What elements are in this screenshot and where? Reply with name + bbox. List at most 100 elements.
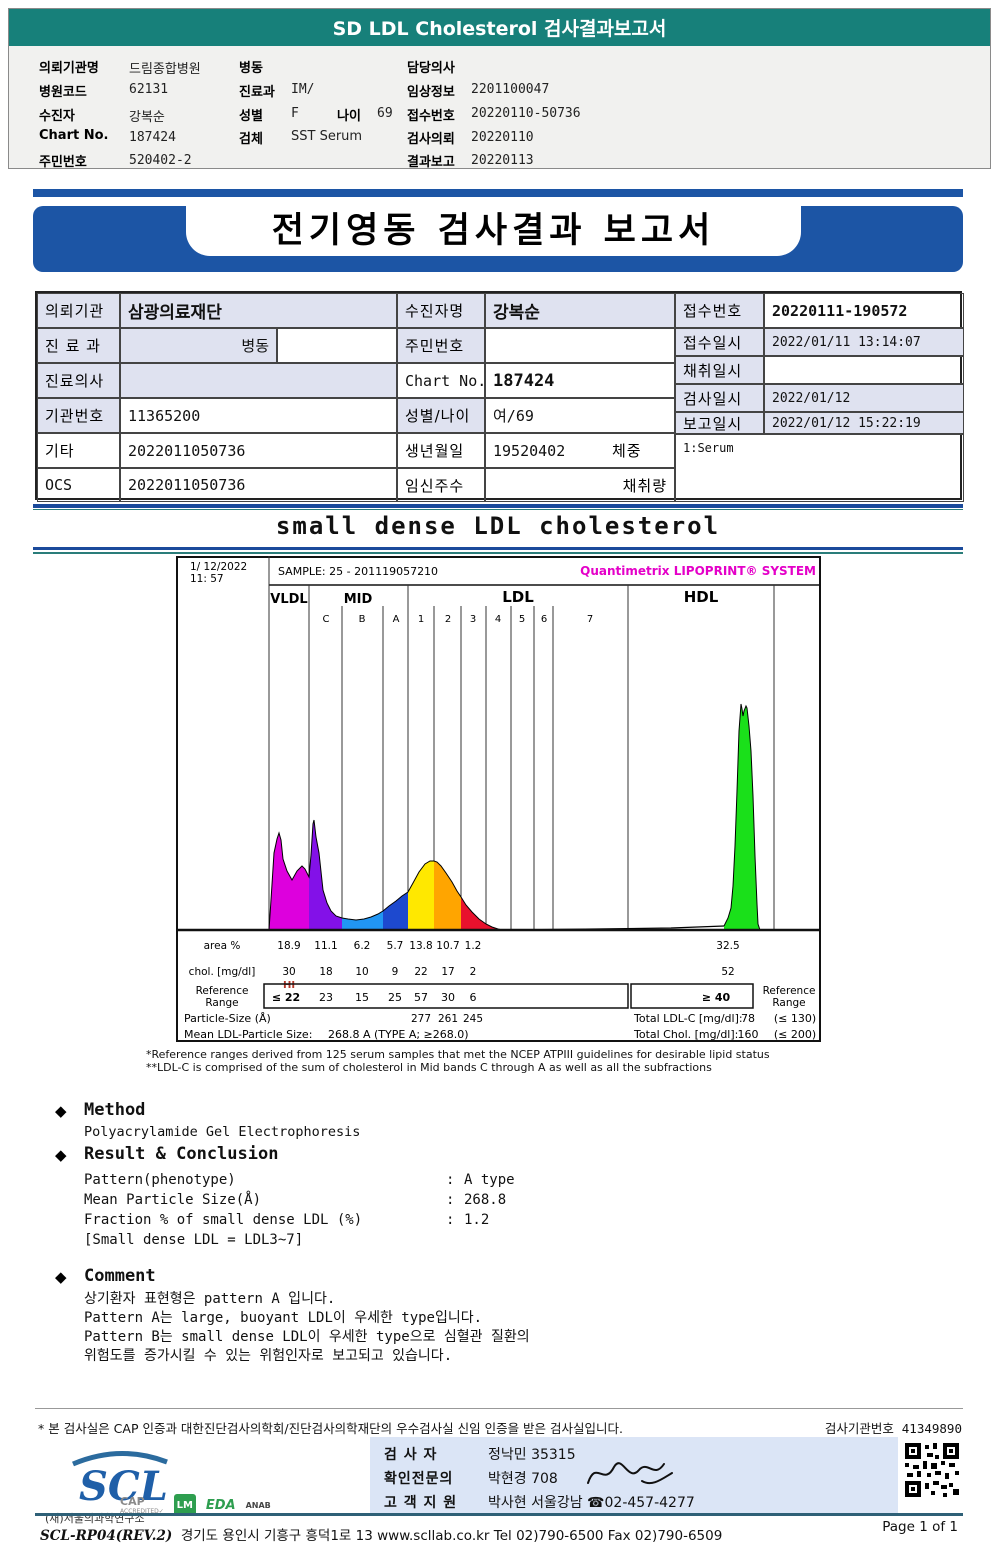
- order-label: 임신주수: [397, 468, 485, 502]
- chart-time: 11: 57: [190, 573, 224, 585]
- result-colon: :: [446, 1192, 455, 1208]
- qr-code: [903, 1441, 961, 1503]
- particle-value: 277: [411, 1013, 431, 1025]
- report-title: SD LDL Cholesterol 검사결과보고서: [332, 18, 667, 40]
- sign-value: 박현경 708: [488, 1471, 558, 1487]
- banner-top-bar: [33, 189, 963, 197]
- section-title: small dense LDL cholesterol: [275, 512, 721, 540]
- info-value: 20220110-50736: [471, 106, 581, 121]
- form-address-line: SCL-RP04(REV.2) 경기도 용인시 기흥구 흥덕1로 13 www.…: [40, 1524, 722, 1544]
- area-value: 18.9: [277, 940, 300, 952]
- order-label: 생년월일: [397, 433, 485, 468]
- cert-logos: CAP ACCREDITED✓ LM EDA ANAB: [120, 1494, 271, 1516]
- ref-label-left-1: Reference: [196, 985, 249, 997]
- ref-value: 57: [414, 991, 428, 1004]
- result-label: Mean Particle Size(Å): [84, 1192, 262, 1208]
- sign-label: 확인전문의: [384, 1471, 454, 1487]
- subband-label: 1: [418, 614, 424, 625]
- result-heading: Result & Conclusion: [84, 1144, 279, 1164]
- total-chol-ref: (≤ 200): [774, 1028, 816, 1041]
- section-rule-top: [33, 504, 963, 508]
- info-label: 성별: [239, 109, 263, 124]
- subband-label: 3: [470, 614, 476, 625]
- order-value: [120, 363, 397, 398]
- ref-value: 30: [441, 991, 455, 1004]
- info-value: 2201100047: [471, 82, 550, 97]
- info-label: 나이: [337, 109, 361, 124]
- info-value: 62131: [129, 82, 169, 97]
- chol-value: 2: [470, 966, 477, 978]
- area-value: 1.2: [465, 940, 482, 952]
- chart-date: 1/ 12/2022: [190, 561, 247, 573]
- peak-ldl3: [461, 897, 502, 930]
- chart-border: [176, 556, 821, 1042]
- band-group-label: HDL: [684, 588, 719, 606]
- row-label-mean: Mean LDL-Particle Size:: [184, 1028, 312, 1041]
- agency-number: 검사기관번호 41349890: [824, 1421, 962, 1436]
- chart-footnote-2: **LDL-C is comprised of the sum of chole…: [146, 1061, 712, 1074]
- result-value: 268.8: [464, 1192, 507, 1208]
- result-row: Mean Particle Size(Å) : 268.8: [84, 1192, 515, 1212]
- order-sublabel: 채취량: [485, 468, 675, 502]
- info-value: SST Serum: [291, 129, 363, 144]
- section-rule-bottom: [33, 547, 963, 550]
- bottom-rule: [35, 1513, 963, 1516]
- info-label: 검사의뢰: [407, 132, 455, 147]
- total-chol-label: Total Chol. [mg/dl]:: [633, 1028, 738, 1041]
- chol-flag-hi: HI: [283, 980, 295, 991]
- order-sublabel: 체중: [605, 433, 675, 468]
- order-value: 삼광의료재단: [120, 293, 397, 328]
- diamond-icon: ◆: [55, 1146, 67, 1164]
- chol-value: 52: [721, 966, 734, 978]
- subband-label: 2: [445, 614, 451, 625]
- signature-box: 검 사 자 정낙민 35315 확인전문의 박현경 708 고 객 지 원 박사…: [370, 1437, 898, 1514]
- total-ldl-label: Total LDL-C [mg/dl]:: [633, 1012, 743, 1025]
- result-colon: :: [446, 1172, 455, 1188]
- ref-value: ≤ 22: [272, 991, 300, 1004]
- order-value: 여/69: [485, 398, 675, 433]
- area-value: 5.7: [387, 940, 404, 952]
- particle-value: 245: [463, 1013, 483, 1025]
- area-value: 11.1: [314, 940, 337, 952]
- ref-box-right: [630, 983, 754, 1009]
- subband-label: B: [359, 614, 366, 625]
- area-value: 10.7: [436, 940, 459, 952]
- order-label: 접수번호: [675, 293, 764, 328]
- subband-label: 5: [519, 614, 525, 625]
- ref-box-left: [263, 983, 629, 1009]
- chol-value: 9: [392, 966, 399, 978]
- eda-logo: EDA: [205, 1497, 236, 1513]
- section-rule-top2: [33, 509, 963, 510]
- chart-sample-id: SAMPLE: 25 - 201119057210: [278, 565, 438, 578]
- peak-mid-a: [383, 892, 408, 930]
- band-group-label: LDL: [502, 588, 534, 606]
- total-ldl-value: 78: [741, 1012, 755, 1025]
- info-label: 병동: [239, 61, 263, 76]
- accreditation-note: * 본 검사실은 CAP 인증과 대한진단검사의학회/진단검사의학재단의 우수검…: [38, 1421, 623, 1436]
- order-value: 187424: [485, 363, 675, 398]
- info-value: IM/: [291, 82, 315, 97]
- subband-label: 7: [587, 614, 593, 625]
- order-value: 2022/01/12: [764, 384, 964, 412]
- info-label: 진료과: [239, 85, 275, 100]
- section-rule-bottom2: [33, 552, 963, 554]
- info-label: 검체: [239, 132, 263, 147]
- peak-ldl2: [434, 861, 461, 930]
- particle-value: 261: [438, 1013, 458, 1025]
- report-title-bar: SD LDL Cholesterol 검사결과보고서: [9, 9, 990, 46]
- order-label: OCS: [37, 468, 120, 502]
- comment-line: Pattern A는 large, buoyant LDL이 우세한 type입…: [84, 1310, 483, 1326]
- result-value: A type: [464, 1172, 515, 1188]
- info-value: 69: [377, 106, 393, 121]
- row-label-chol: chol. [mg/dl]: [189, 966, 256, 978]
- ref-label-left-2: Range: [205, 997, 238, 1009]
- footer-rule: [35, 1408, 963, 1409]
- order-value: 병동: [120, 328, 277, 363]
- band-group-label: MID: [344, 592, 373, 607]
- peak-mid-b: [342, 911, 383, 930]
- info-value: 520402-2: [129, 153, 192, 168]
- sign-label: 고 객 지 원: [384, 1495, 458, 1511]
- info-label: 결과보고: [407, 155, 455, 170]
- info-value: F: [291, 106, 299, 121]
